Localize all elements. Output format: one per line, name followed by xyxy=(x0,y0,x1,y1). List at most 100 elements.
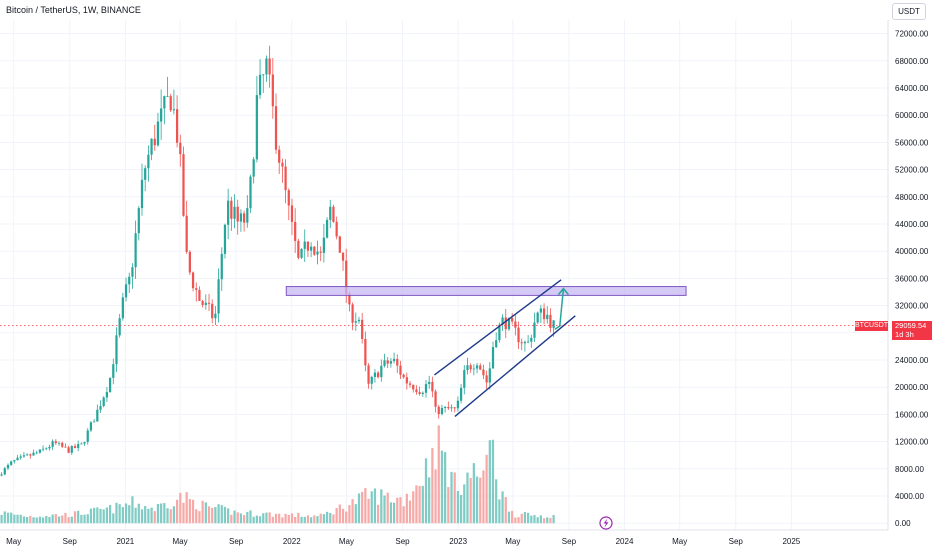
candle-body xyxy=(262,74,265,76)
volume-bar xyxy=(479,477,482,524)
candle-body xyxy=(252,159,255,177)
lightning-icon[interactable] xyxy=(599,516,613,530)
volume-bar xyxy=(207,506,211,524)
volume-bar xyxy=(73,511,77,524)
candle-body xyxy=(383,360,386,366)
volume-bar xyxy=(217,504,220,524)
volume-bar xyxy=(239,513,243,524)
candle-body xyxy=(310,246,313,251)
candle-body xyxy=(185,215,188,252)
candle-body xyxy=(0,474,3,476)
candle-body xyxy=(284,166,287,191)
volume-bar xyxy=(112,513,115,524)
volume-bar xyxy=(35,517,38,524)
y-tick-label: 12000.00 xyxy=(895,438,929,447)
candle-body xyxy=(242,213,246,223)
volume-bar xyxy=(172,506,176,524)
candle-body xyxy=(220,253,223,280)
candle-body xyxy=(128,276,131,285)
candle-body xyxy=(453,407,456,409)
candle-body xyxy=(239,213,243,222)
candle-body xyxy=(463,370,466,388)
volume-bar xyxy=(45,515,48,524)
volume-bar xyxy=(482,470,485,524)
volume-bar xyxy=(128,505,131,524)
candle-body xyxy=(491,347,495,369)
volume-bar xyxy=(507,511,511,524)
candle-body xyxy=(211,303,214,319)
volume-bar xyxy=(412,491,415,524)
volume-bar xyxy=(498,499,501,524)
volume-bar xyxy=(271,516,274,524)
candle-body xyxy=(182,154,185,216)
channel-lower-line[interactable] xyxy=(454,315,576,417)
projection-arrow[interactable] xyxy=(554,288,565,331)
x-tick-label: Sep xyxy=(229,537,244,546)
candle-body xyxy=(511,317,514,322)
candle-body xyxy=(306,241,310,251)
candle-body xyxy=(214,313,217,319)
candle-body xyxy=(207,302,211,304)
volume-bar xyxy=(354,504,357,524)
candle-body xyxy=(10,461,13,465)
candle-body xyxy=(421,392,424,395)
candle-body xyxy=(163,96,166,109)
volume-bar xyxy=(456,490,460,524)
volume-bar xyxy=(319,513,322,524)
candle-body xyxy=(61,442,64,447)
volume-bar xyxy=(93,507,96,524)
volume-bar xyxy=(472,463,475,524)
volume-bar xyxy=(453,472,456,524)
candle-body xyxy=(153,138,156,146)
bar-countdown: 1d 3h xyxy=(895,329,914,339)
candle-body xyxy=(392,358,396,362)
candle-body xyxy=(514,321,517,328)
candle-body xyxy=(542,308,546,320)
currency-button[interactable]: USDT xyxy=(892,3,926,20)
volume-bar xyxy=(373,488,377,524)
resistance-zone[interactable] xyxy=(285,286,687,296)
volume-bar xyxy=(329,512,332,524)
volume-bar xyxy=(10,512,13,524)
volume-bar xyxy=(38,516,42,524)
x-tick-label: May xyxy=(6,537,21,546)
candle-body xyxy=(370,376,373,384)
candle-body xyxy=(32,452,35,456)
volume-bar xyxy=(32,517,35,524)
volume-bar xyxy=(201,500,204,524)
candle-body xyxy=(99,406,102,410)
volume-bar xyxy=(523,512,527,524)
channel-upper-line[interactable] xyxy=(434,279,562,376)
candle-body xyxy=(201,300,204,305)
volume-bar xyxy=(175,499,179,524)
volume-bar xyxy=(424,458,428,524)
candle-body xyxy=(258,74,262,96)
candle-body xyxy=(227,200,230,225)
candle-body xyxy=(459,387,463,401)
candle-body xyxy=(447,406,450,409)
volume-bar xyxy=(415,485,418,524)
candle-body xyxy=(389,361,393,364)
volume-bar xyxy=(345,511,348,524)
volume-bar xyxy=(255,515,258,524)
candle-body xyxy=(86,430,89,442)
candle-body xyxy=(412,384,415,390)
candle-body xyxy=(552,320,555,328)
candle-body xyxy=(479,365,482,370)
volume-bar xyxy=(204,502,207,524)
volume-bar xyxy=(281,517,284,524)
x-tick-label: 2025 xyxy=(782,537,800,546)
volume-bar xyxy=(131,496,134,524)
candle-body xyxy=(19,456,22,458)
candle-body xyxy=(357,319,361,322)
volume-bar xyxy=(274,513,278,524)
candle-body xyxy=(131,267,134,277)
candle-body xyxy=(431,381,434,392)
candle-body xyxy=(105,392,109,398)
candle-body xyxy=(485,375,488,383)
candle-body xyxy=(495,340,498,348)
volume-bar xyxy=(70,516,73,524)
volume-bar xyxy=(191,499,195,524)
candle-body xyxy=(517,327,520,343)
